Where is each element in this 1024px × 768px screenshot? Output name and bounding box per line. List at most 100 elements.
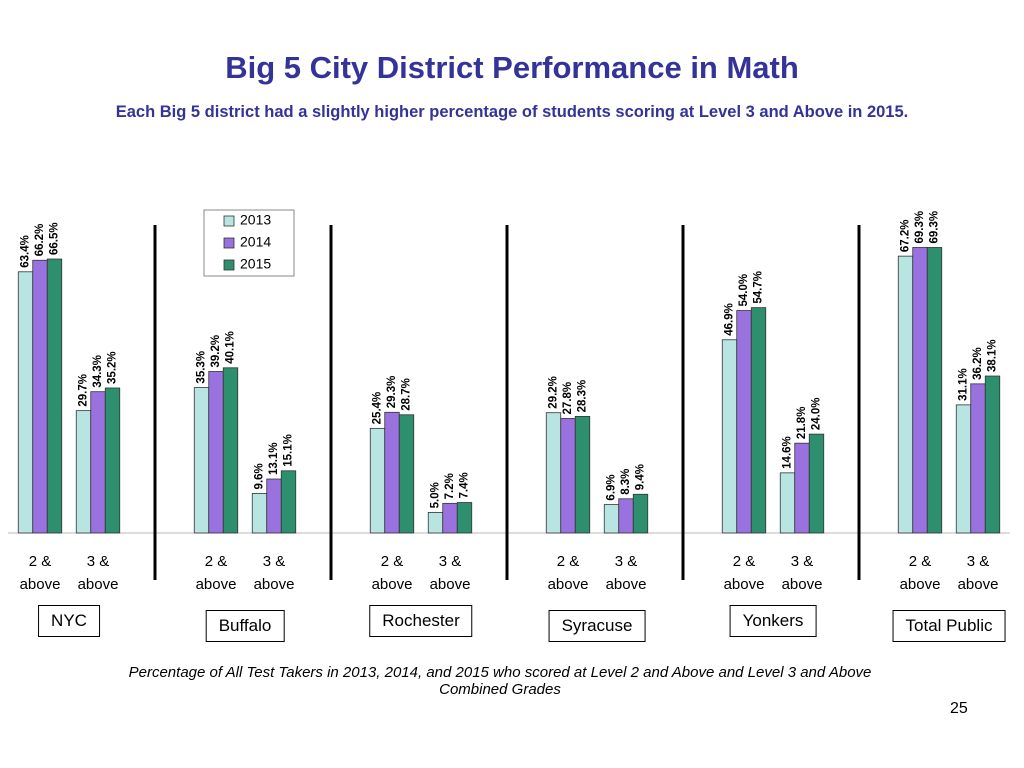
bar: [618, 498, 634, 534]
value-label: 7.4%: [459, 472, 471, 498]
value-label: 6.9%: [606, 474, 618, 500]
value-label: 27.8%: [562, 382, 574, 415]
bar: [955, 404, 972, 534]
value-label: 63.4%: [20, 235, 32, 268]
bar: [560, 418, 576, 534]
value-label: 67.2%: [900, 220, 912, 253]
district-label: Rochester: [369, 605, 473, 637]
value-label: 8.3%: [620, 469, 632, 495]
value-label: 39.2%: [210, 335, 222, 368]
bar: [32, 259, 48, 534]
district-label: Syracuse: [548, 610, 646, 642]
x-tick-label: 3 & above: [253, 553, 295, 593]
value-label: 69.3%: [914, 211, 926, 244]
value-label: 34.3%: [92, 355, 104, 388]
bar: [280, 470, 297, 534]
chart-subtitle: Each Big 5 district had a slightly highe…: [115, 103, 909, 121]
x-tick-label: 2 & above: [371, 553, 413, 593]
x-tick-label: 3 & above: [429, 553, 471, 593]
x-tick-label: 2 & above: [723, 553, 765, 593]
bar: [266, 478, 282, 534]
bar: [104, 387, 121, 534]
bar: [442, 502, 458, 534]
bar: [603, 504, 620, 534]
bar: [46, 258, 63, 534]
value-label: 15.1%: [283, 434, 295, 467]
bar: [808, 433, 825, 534]
bar: [75, 410, 92, 534]
legend-swatch: [223, 259, 235, 271]
value-label: 21.8%: [796, 407, 808, 440]
bar: [912, 247, 928, 534]
legend-label: 2014: [240, 234, 271, 250]
value-label: 28.3%: [577, 380, 589, 413]
bar: [545, 412, 562, 534]
value-label: 66.5%: [49, 222, 61, 255]
value-label: 25.4%: [372, 392, 384, 425]
value-label: 40.1%: [225, 331, 237, 364]
bar: [17, 271, 34, 534]
district-label: Yonkers: [729, 605, 817, 637]
x-tick-label: 3 & above: [957, 553, 999, 593]
bar: [984, 375, 1001, 534]
legend-box: [203, 209, 295, 277]
value-label: 7.2%: [444, 473, 456, 499]
bar: [574, 416, 591, 534]
value-label: 69.3%: [929, 211, 941, 244]
value-label: 9.4%: [635, 464, 647, 490]
value-label: 31.1%: [958, 368, 970, 401]
value-label: 28.7%: [401, 378, 413, 411]
value-label: 5.0%: [430, 482, 442, 508]
bar: [384, 411, 400, 534]
chart-title: Big 5 City District Performance in Math: [225, 50, 799, 85]
value-label: 14.6%: [782, 436, 794, 469]
value-label: 24.0%: [811, 398, 823, 431]
bar: [736, 310, 752, 534]
value-label: 35.2%: [107, 351, 119, 384]
bar: [90, 391, 106, 534]
bar: [779, 472, 796, 534]
legend-label: 2013: [240, 212, 271, 228]
value-label: 46.9%: [724, 303, 736, 336]
bar: [897, 255, 914, 534]
bar: [193, 387, 210, 534]
value-label: 29.7%: [78, 374, 90, 407]
bar: [456, 502, 473, 534]
x-tick-label: 2 & above: [547, 553, 589, 593]
bar: [427, 512, 444, 534]
value-label: 13.1%: [268, 442, 280, 475]
district-label: NYC: [38, 605, 100, 637]
x-tick-label: 2 & above: [19, 553, 61, 593]
value-label: 66.2%: [34, 224, 46, 257]
value-label: 29.2%: [548, 376, 560, 409]
bar: [794, 442, 810, 534]
legend-label: 2015: [240, 256, 271, 272]
x-tick-label: 3 & above: [605, 553, 647, 593]
bar: [369, 427, 386, 534]
value-label: 54.7%: [753, 271, 765, 304]
x-tick-label: 3 & above: [77, 553, 119, 593]
bar: [721, 339, 738, 534]
bar: [208, 371, 224, 534]
value-label: 54.0%: [738, 274, 750, 307]
legend-swatch: [223, 237, 235, 249]
district-label: Total Public: [892, 610, 1006, 642]
x-tick-label: 3 & above: [781, 553, 823, 593]
bar: [632, 493, 649, 534]
footnote: Percentage of All Test Takers in 2013, 2…: [128, 664, 872, 698]
page-number: 25: [950, 700, 968, 717]
bar: [926, 247, 943, 534]
legend-swatch: [223, 215, 235, 227]
value-label: 36.2%: [972, 347, 984, 380]
value-label: 35.3%: [196, 351, 208, 384]
bar: [251, 493, 268, 534]
bar: [970, 383, 986, 534]
x-tick-label: 2 & above: [899, 553, 941, 593]
value-label: 29.3%: [386, 376, 398, 409]
x-tick-label: 2 & above: [195, 553, 237, 593]
bar: [750, 307, 767, 534]
value-label: 9.6%: [254, 463, 266, 489]
district-label: Buffalo: [205, 610, 285, 642]
